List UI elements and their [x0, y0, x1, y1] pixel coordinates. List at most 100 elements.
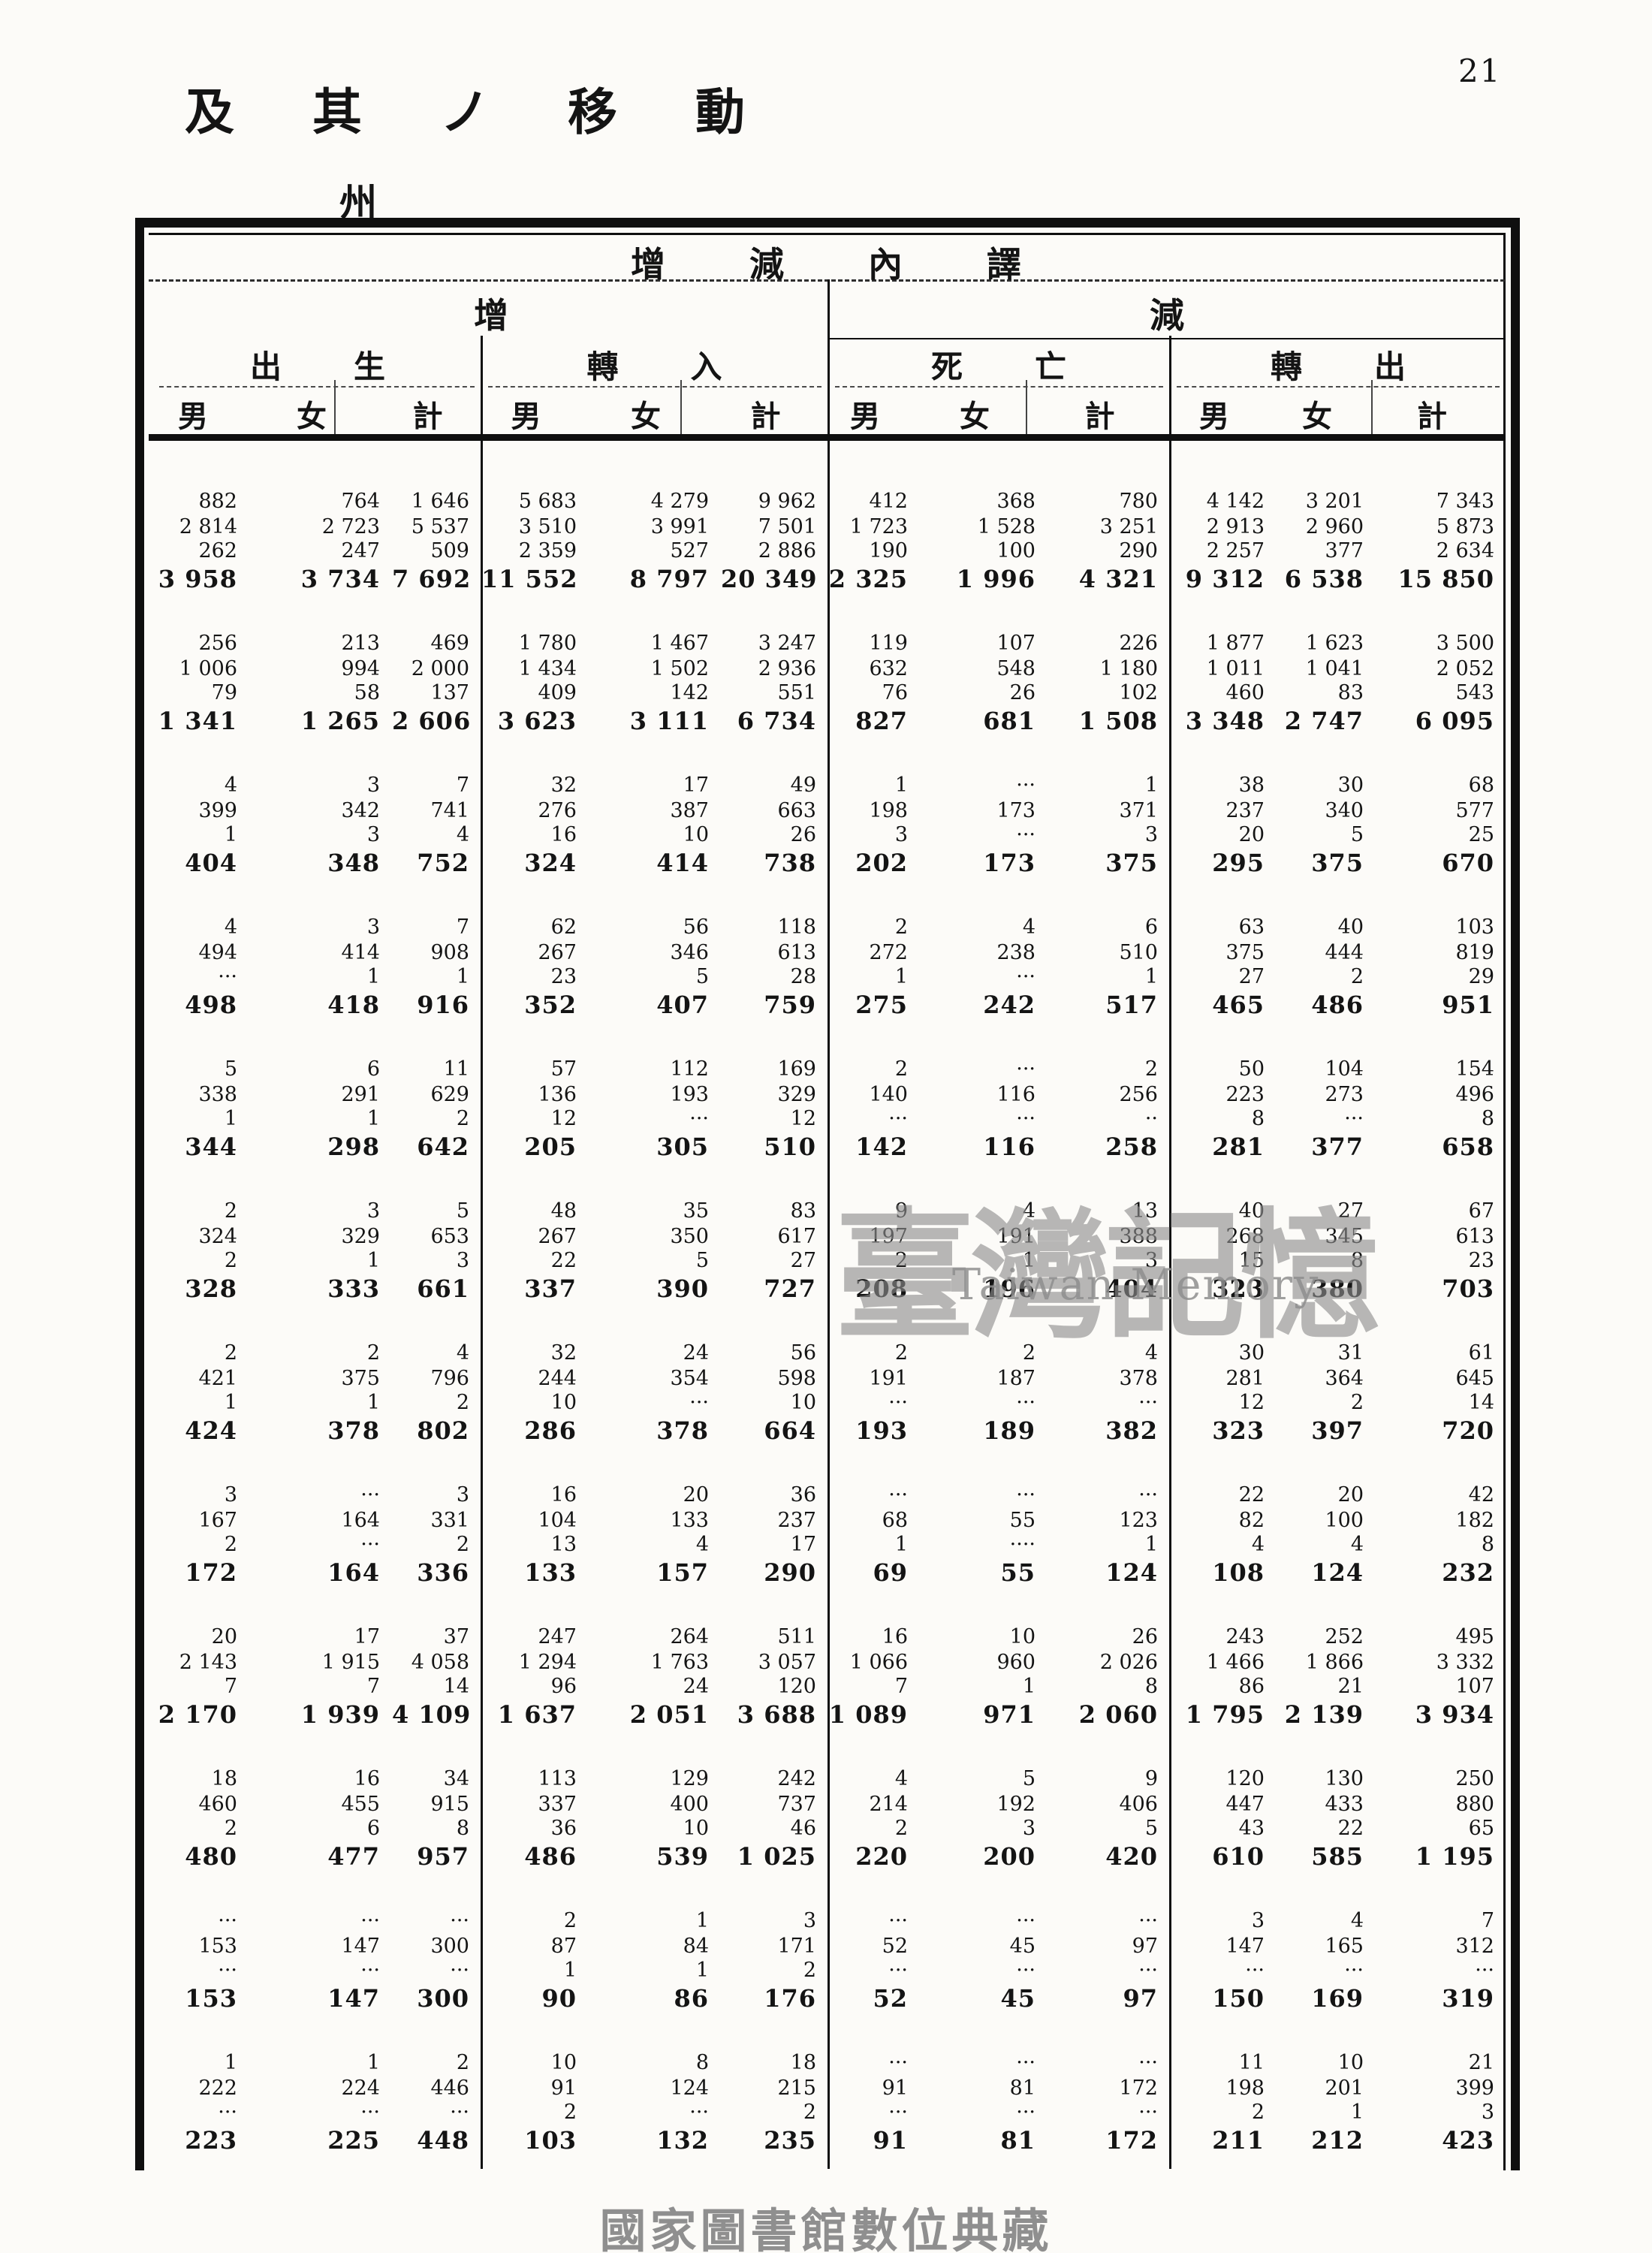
table-cell: 2	[456, 1391, 469, 1414]
table-cell: 2	[803, 2101, 816, 2124]
table-cell: 172	[1119, 2077, 1158, 2100]
table-cell: 268	[1225, 1225, 1265, 1248]
header-decrease: 減	[1150, 295, 1184, 336]
table-cell: 116	[996, 1083, 1036, 1106]
table-cell: 2	[366, 1341, 380, 1365]
table-cell: 375	[1225, 941, 1265, 964]
divider-increase-decrease	[828, 279, 830, 2169]
table-cell: 338	[198, 1083, 237, 1106]
table-cell: 56	[790, 1341, 816, 1365]
table-cell: 737	[777, 1793, 816, 1816]
table-cell: 329	[777, 1083, 816, 1106]
table-cell: 3 247	[758, 632, 816, 655]
table-cell: 377	[1325, 539, 1364, 562]
table-cell: 971	[983, 1700, 1036, 1729]
table-cell: 333	[327, 1274, 380, 1303]
table-cell: 196	[983, 1274, 1036, 1303]
table-cell: 908	[430, 941, 469, 964]
table-cell: 190	[869, 539, 908, 562]
table-cell: 446	[430, 2077, 469, 2100]
table-cell: 585	[1311, 1842, 1364, 1871]
header-subcol-tick	[1371, 380, 1373, 434]
table-cell: 1	[1022, 1675, 1036, 1698]
table-cell: 86	[674, 1984, 709, 2013]
table-row: 421 375 796 244 354 598 191 187 378 281 364 645	[155, 1366, 1506, 1392]
table-cell: 2	[1350, 1391, 1364, 1414]
table-cell: 3 348	[1185, 707, 1265, 735]
divider-deaths-moveout	[1169, 336, 1171, 2169]
table-cell: 2	[224, 1341, 237, 1365]
table-cell: 2 723	[321, 515, 380, 538]
header-subcol-label: 女	[1302, 399, 1332, 434]
table-cell: 46	[790, 1817, 816, 1840]
table-row-group: 3 ··· 3 16 20 36 ··· ··· ··· 22 20 42 167 164 331 104 13…	[155, 1482, 1506, 1589]
table-cell: 551	[777, 681, 816, 704]
table-cell: 103	[524, 2126, 577, 2155]
table-row: 2 143 1 915 4 058 1 294 1 763 3 057 1 066 960 2 …	[155, 1650, 1506, 1675]
table-cell: ···	[1344, 1107, 1364, 1130]
table-cell: 465	[1212, 991, 1265, 1019]
table-cell: 17	[790, 1533, 816, 1556]
table-row-group: 18 16 34 113 129 242 4 5 9 120 130 250 460 455 915 337 4…	[155, 1766, 1506, 1873]
table-cell: ···	[689, 1107, 709, 1130]
table-cell: 201	[1325, 2077, 1364, 2100]
table-cell: 480	[185, 1842, 237, 1871]
header-group-births: 出生	[249, 348, 457, 385]
table-cell: 2 359	[518, 539, 577, 562]
table-cell: 7 343	[1436, 490, 1494, 513]
table-cell: 67	[1468, 1199, 1494, 1223]
table-cell: ···	[888, 1483, 908, 1507]
watermark-latin: Taiwan Memory	[952, 1260, 1320, 1310]
table-cell: ···	[888, 1959, 908, 1982]
table-cell: 342	[341, 799, 380, 822]
table-cell: 76	[882, 681, 908, 704]
table-cell: 36	[790, 1483, 816, 1507]
table-cell: 1	[1144, 774, 1158, 797]
table-cell: 3	[803, 1909, 816, 1932]
table-cell: 1 637	[497, 1700, 577, 1729]
table-cell: 345	[1325, 1225, 1364, 1248]
table-cell: 1	[894, 965, 908, 988]
table-cell: 9 312	[1185, 565, 1265, 593]
table-cell: 5	[1350, 823, 1364, 846]
table-total-row: 2 170 1 939 4 109 1 637 2 051 3 688 1 089 971 2 …	[155, 1698, 1506, 1731]
table-cell: 827	[855, 707, 908, 735]
table-cell: 642	[417, 1133, 469, 1161]
table-cell: 90	[541, 1984, 577, 2013]
table-cell: 3 734	[300, 565, 380, 593]
table-cell: 880	[1455, 1793, 1494, 1816]
table-cell: 486	[524, 1842, 577, 1871]
table-cell: 281	[1225, 1367, 1265, 1390]
table-row: 460 455 915 337 400 737 214 192 406 447 433 880	[155, 1792, 1506, 1817]
table-cell: 337	[538, 1793, 577, 1816]
table-cell: 26	[1009, 681, 1036, 704]
table-cell: 193	[670, 1083, 709, 1106]
table-cell: 35	[683, 1199, 709, 1223]
table-cell: 5	[1022, 1767, 1036, 1790]
table-cell: 40	[1337, 915, 1364, 939]
table-cell: 1 180	[1099, 657, 1158, 680]
table-cell: 378	[656, 1416, 709, 1445]
table-cell: ···	[1138, 1909, 1158, 1932]
table-cell: 2 936	[758, 657, 816, 680]
header-subcol-label: 男	[1199, 399, 1229, 434]
table-cell: 3	[1144, 1249, 1158, 1272]
table-cell: 380	[1311, 1274, 1364, 1303]
table-cell: 107	[1455, 1675, 1494, 1698]
table-cell: 48	[550, 1199, 577, 1223]
table-cell: 243	[1225, 1625, 1265, 1648]
table-cell: 2 170	[158, 1700, 237, 1729]
page-title: 及其ノ移動	[185, 83, 823, 141]
table-cell: ···	[1016, 1107, 1036, 1130]
table-border-left	[135, 218, 144, 2170]
table-row: 20 17 37 247 264 511 16 10 26 243 252 495	[155, 1624, 1506, 1650]
table-cell: 12	[790, 1107, 816, 1130]
header-subcol-label: 計	[412, 399, 443, 434]
table-cell: 12	[550, 1107, 577, 1130]
table-cell: 38	[1238, 774, 1265, 797]
table-cell: 2 960	[1305, 515, 1364, 538]
table-cell: 469	[430, 632, 469, 655]
table-cell: 18	[211, 1767, 237, 1790]
table-cell: 226	[1119, 632, 1158, 655]
table-cell: 344	[185, 1133, 237, 1161]
